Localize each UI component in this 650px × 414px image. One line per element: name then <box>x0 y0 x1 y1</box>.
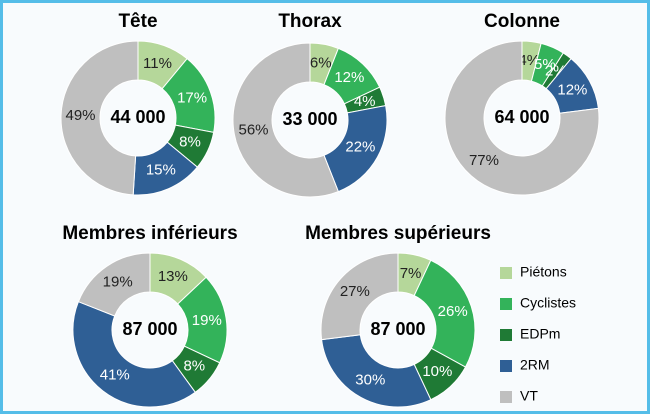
data-label: 12% <box>334 69 364 86</box>
data-label: 13% <box>158 268 188 285</box>
legend-label: 2RM <box>520 357 550 373</box>
data-label: 7% <box>400 265 422 282</box>
data-label: 8% <box>183 358 205 375</box>
legend-swatch <box>500 360 512 372</box>
data-label: 27% <box>340 283 370 300</box>
data-label: 10% <box>422 363 452 380</box>
center-label: 87 000 <box>122 319 177 339</box>
legend-label: Piétons <box>520 264 567 280</box>
donut-segment <box>232 42 339 198</box>
data-label: 56% <box>239 122 269 139</box>
donut-segment <box>72 301 196 408</box>
center-label: 44 000 <box>110 107 165 127</box>
data-label: 4% <box>518 52 540 69</box>
legend-swatch <box>500 267 512 279</box>
legend-label: EDPm <box>520 326 560 342</box>
data-label: 15% <box>146 162 176 179</box>
data-label: 6% <box>310 54 332 71</box>
data-label: 77% <box>469 152 499 169</box>
data-label: 12% <box>557 81 587 98</box>
data-label: 26% <box>438 303 468 320</box>
legend-label: VT <box>520 388 538 404</box>
donut-segment <box>77 252 151 317</box>
center-label: 64 000 <box>494 107 549 127</box>
data-label: 30% <box>355 371 385 388</box>
donut-segment <box>320 252 399 341</box>
center-label: 33 000 <box>282 109 337 129</box>
data-label: 22% <box>345 139 375 156</box>
donut-segment <box>60 40 139 196</box>
data-label: 8% <box>179 133 201 150</box>
legend-label: Cyclistes <box>520 295 576 311</box>
chart-title: Membres inférieurs <box>62 223 237 244</box>
data-label: 19% <box>192 312 222 329</box>
legend-swatch <box>500 298 512 310</box>
center-label: 87 000 <box>370 319 425 339</box>
data-label: 17% <box>177 89 207 106</box>
data-label: 19% <box>103 273 133 290</box>
chart-title: Colonne <box>484 11 560 32</box>
chart-title: Thorax <box>278 11 342 32</box>
data-label: 5% <box>534 56 556 73</box>
data-label: 49% <box>66 107 96 124</box>
donut-segment <box>413 259 476 368</box>
donut-segment <box>321 334 432 408</box>
chart-title: Tête <box>118 11 157 32</box>
data-label: 11% <box>143 55 172 72</box>
donut-segment <box>444 40 600 196</box>
legend-swatch <box>500 391 512 403</box>
data-label: 4% <box>354 93 376 110</box>
data-label: 41% <box>100 366 130 383</box>
chart-title: Membres supérieurs <box>305 223 491 244</box>
legend-swatch <box>500 329 512 341</box>
